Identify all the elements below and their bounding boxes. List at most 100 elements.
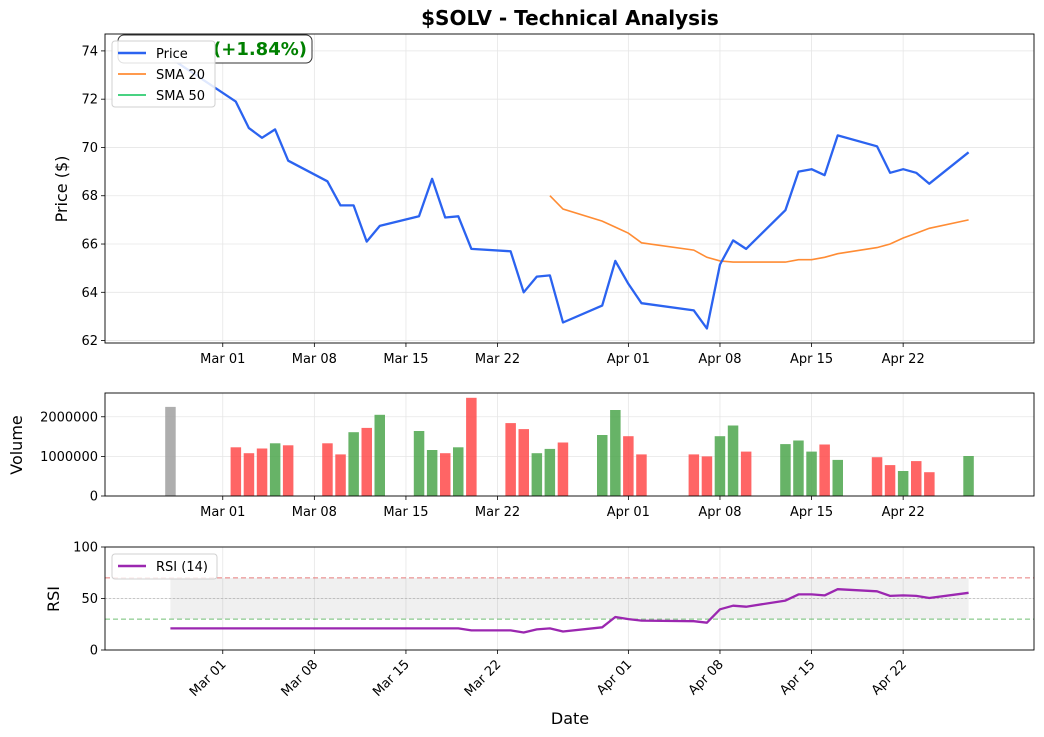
volume-bar — [924, 472, 935, 496]
rsi-xtick-label: Mar 15 — [370, 657, 413, 700]
price-xtick-label: Mar 01 — [200, 352, 245, 367]
volume-ytick-label: 2000000 — [40, 410, 98, 425]
price-xtick-label: Apr 01 — [607, 352, 650, 367]
price-legend: Price SMA 20 SMA 50 — [111, 40, 216, 108]
volume-bar — [832, 459, 843, 496]
price-xtick-label: Mar 15 — [383, 352, 428, 367]
volume-xtick-label: Mar 08 — [292, 505, 337, 520]
rsi-frame — [104, 546, 1035, 651]
volume-ytick-label: 0 — [90, 490, 98, 505]
x-axis-label: Date — [551, 709, 589, 728]
volume-bar — [269, 443, 281, 496]
volume-bar — [740, 451, 752, 496]
volume-bar — [243, 453, 255, 496]
price-xtick-label: Apr 08 — [698, 352, 741, 367]
rsi-xtick-label: Apr 01 — [594, 657, 635, 698]
volume-bar — [688, 454, 700, 496]
rsi-ytick-label: 100 — [73, 541, 98, 556]
volume-bar — [780, 444, 791, 496]
rsi-xtick-label: Apr 15 — [777, 657, 818, 698]
rsi-line — [170, 588, 969, 634]
volume-panel: 0 1000000 2000000 Mar 01 Mar 08 Mar 15 Mar 22 A… — [40, 392, 1035, 520]
rsi-ytick-label: 0 — [90, 644, 98, 659]
volume-bar — [322, 443, 333, 496]
legend-sma20-label: SMA 20 — [156, 68, 205, 83]
change-badge-text: (+1.84%) — [213, 39, 307, 60]
price-xtick-label: Mar 08 — [292, 352, 337, 367]
volume-bar — [165, 406, 176, 496]
volume-bar — [610, 410, 621, 496]
volume-xtick-label: Mar 22 — [475, 505, 520, 520]
volume-bar — [374, 414, 385, 496]
sma20-line — [549, 195, 969, 263]
volume-bar — [505, 423, 516, 496]
volume-xtick-label: Apr 15 — [790, 505, 833, 520]
price-xtick-label: Apr 22 — [882, 352, 925, 367]
volume-bar — [623, 436, 634, 496]
rsi-legend: RSI (14) — [111, 553, 218, 580]
price-ytick-label: 72 — [81, 93, 98, 108]
price-xtick-label: Apr 15 — [790, 352, 833, 367]
price-xtick-label: Mar 22 — [475, 352, 520, 367]
volume-bar — [426, 450, 438, 496]
volume-bar — [819, 444, 830, 496]
volume-bar — [636, 454, 647, 496]
volume-frame — [104, 392, 1035, 497]
price-panel: 62 64 66 68 70 72 74 Mar 01 Mar 08 Mar 15 Mar 22 Ap… — [81, 33, 1035, 367]
price-ytick-label: 70 — [81, 141, 98, 156]
legend-price-label: Price — [156, 47, 188, 62]
volume-y-axis-label: Volume — [7, 415, 26, 475]
volume-ytick-label: 1000000 — [40, 450, 98, 465]
volume-xtick-label: Mar 01 — [200, 505, 245, 520]
volume-bar — [544, 448, 556, 496]
rsi-xtick-label: Mar 08 — [279, 657, 322, 700]
volume-bar — [440, 453, 451, 496]
volume-bar — [256, 448, 268, 496]
price-ytick-label: 62 — [81, 334, 98, 349]
rsi-xtick-label: Mar 01 — [187, 657, 230, 700]
volume-xtick-label: Apr 01 — [607, 505, 650, 520]
volume-bar — [701, 456, 713, 496]
rsi-xtick-label: Apr 08 — [686, 657, 727, 698]
volume-xtick-label: Mar 15 — [383, 505, 428, 520]
volume-bar — [466, 397, 477, 496]
chart-title: $SOLV - Technical Analysis — [421, 6, 719, 30]
price-line — [169, 57, 970, 330]
volume-bar — [963, 456, 974, 496]
rsi-legend-box — [111, 553, 218, 580]
volume-bar — [531, 453, 543, 496]
volume-xtick-label: Apr 22 — [882, 505, 925, 520]
volume-bar — [348, 432, 359, 496]
price-ytick-label: 64 — [81, 286, 98, 301]
volume-bar — [413, 431, 425, 496]
volume-bar — [557, 442, 569, 496]
rsi-xtick-label: Mar 22 — [462, 657, 505, 700]
legend-rsi-label: RSI (14) — [156, 560, 208, 575]
volume-bar — [871, 457, 883, 496]
rsi-xtick-label: Apr 22 — [869, 657, 910, 698]
price-legend-box — [111, 40, 216, 108]
volume-bar — [714, 436, 726, 496]
volume-bar — [335, 454, 346, 496]
rsi-ytick-label: 50 — [81, 592, 98, 607]
volume-bar — [727, 425, 739, 496]
volume-bar — [793, 440, 804, 496]
volume-bar — [361, 427, 372, 496]
price-ytick-label: 66 — [81, 238, 98, 253]
volume-bar — [597, 435, 608, 496]
volume-bar — [806, 451, 817, 496]
legend-sma50-label: SMA 50 — [156, 89, 205, 104]
volume-bar — [911, 461, 922, 496]
price-ytick-label: 68 — [81, 189, 98, 204]
volume-xtick-label: Apr 08 — [698, 505, 741, 520]
price-ytick-label: 74 — [81, 44, 98, 59]
price-frame — [104, 33, 1035, 344]
volume-bar — [230, 447, 242, 496]
price-y-axis-label: Price ($) — [52, 156, 71, 223]
rsi-y-axis-label: RSI — [44, 586, 63, 612]
volume-bar — [518, 429, 529, 496]
volume-bar — [282, 445, 294, 496]
volume-bar — [897, 471, 909, 496]
volume-bar — [884, 465, 896, 496]
